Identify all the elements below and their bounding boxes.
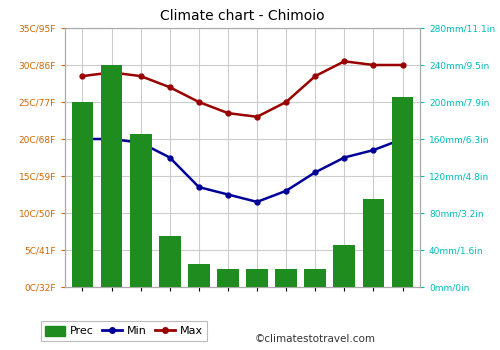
Bar bbox=[334, 245, 355, 287]
Bar bbox=[130, 134, 152, 287]
Title: Climate chart - Chimoio: Climate chart - Chimoio bbox=[160, 9, 325, 23]
Bar bbox=[72, 102, 94, 287]
Bar bbox=[100, 65, 122, 287]
Legend: Prec, Min, Max: Prec, Min, Max bbox=[40, 321, 207, 341]
Bar bbox=[217, 268, 239, 287]
Text: ©climatestotravel.com: ©climatestotravel.com bbox=[254, 335, 376, 344]
Bar bbox=[304, 268, 326, 287]
Bar bbox=[188, 264, 210, 287]
Bar bbox=[392, 97, 413, 287]
Bar bbox=[362, 199, 384, 287]
Bar bbox=[246, 268, 268, 287]
Bar bbox=[159, 236, 180, 287]
Bar bbox=[275, 268, 297, 287]
